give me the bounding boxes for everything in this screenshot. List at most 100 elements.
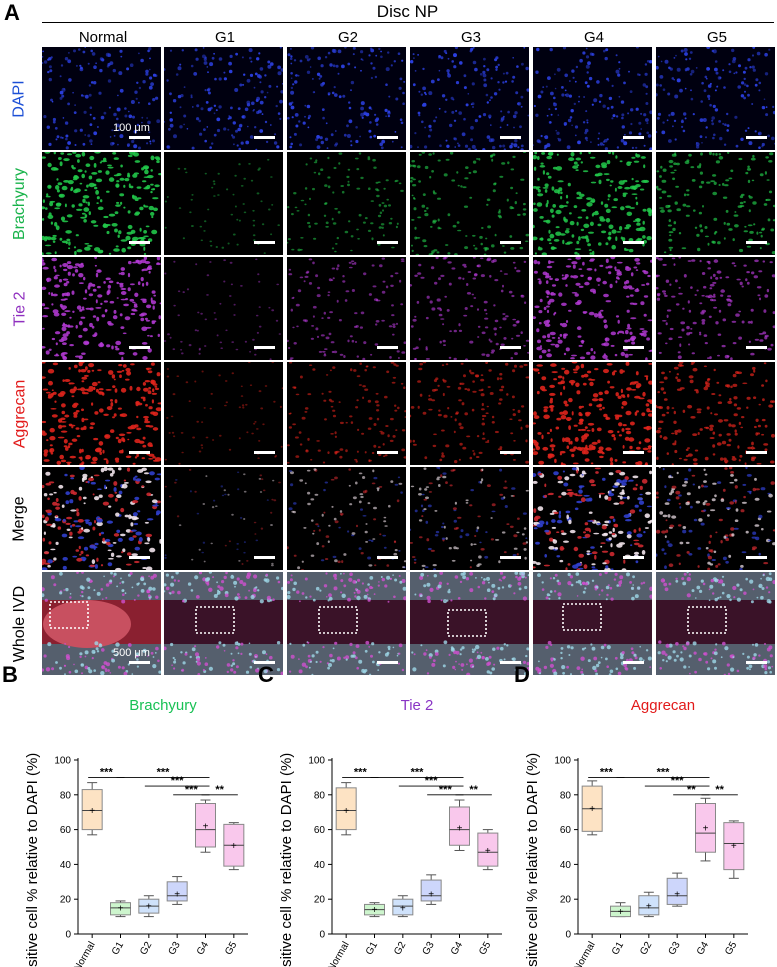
micrograph-dapi-g3 xyxy=(410,47,529,150)
box-body xyxy=(449,806,470,846)
scale-bar xyxy=(377,136,398,139)
box-body xyxy=(666,877,688,905)
mean-marker: + xyxy=(400,903,406,914)
x-tick-label: Normal xyxy=(72,940,98,967)
x-tick-label: G2 xyxy=(638,940,654,957)
micrograph-aggrecan-g1 xyxy=(164,362,283,465)
micrograph-whole-ivd-g3 xyxy=(410,572,529,675)
scale-bar xyxy=(500,556,521,559)
column-label-g5: G5 xyxy=(706,29,727,46)
significance-label: *** xyxy=(354,766,368,778)
mean-marker: + xyxy=(118,903,124,914)
significance-label: *** xyxy=(411,766,425,778)
x-tick-label: G1 xyxy=(364,940,380,957)
mean-marker: + xyxy=(428,889,434,900)
box-normal: + xyxy=(581,780,603,836)
micrograph-whole-ivd-g1 xyxy=(164,572,283,675)
scale-bar xyxy=(129,346,150,349)
scale-bar-label: 100 μm xyxy=(113,122,150,134)
y-tick-label: 40 xyxy=(60,860,72,871)
box-g5: + xyxy=(477,829,499,871)
chart-title: Brachyury xyxy=(129,697,197,714)
micrograph-brachyury-g1 xyxy=(164,152,283,255)
mean-marker: + xyxy=(231,841,237,852)
panel-label-a: A xyxy=(4,0,20,25)
scale-bar xyxy=(623,346,644,349)
significance-bracket: *** xyxy=(588,766,625,778)
x-tick-label: G2 xyxy=(392,940,408,957)
significance-label: *** xyxy=(157,766,171,778)
scale-bar xyxy=(254,661,275,664)
micrograph-tie-2-g2 xyxy=(287,257,406,360)
y-tick-label: 0 xyxy=(319,930,325,941)
box-body xyxy=(110,902,131,916)
significance-label: ** xyxy=(715,784,724,796)
box-g3: + xyxy=(166,876,188,905)
panel-label-d: D xyxy=(514,662,530,687)
y-tick-label: 60 xyxy=(60,825,72,836)
micrograph-dapi-normal: 100 μm xyxy=(42,47,161,150)
mean-marker: + xyxy=(146,902,152,913)
micrograph-tie-2-g5 xyxy=(656,257,775,360)
column-label-normal: Normal xyxy=(78,29,128,46)
box-g1: + xyxy=(110,900,131,918)
micrograph-tie-2-g3 xyxy=(410,257,529,360)
significance-bracket: *** xyxy=(144,775,210,787)
column-label-g3: G3 xyxy=(460,29,481,46)
x-tick-label: Normal xyxy=(572,940,598,967)
micrograph-merge-normal xyxy=(42,467,161,570)
scale-bar xyxy=(129,451,150,454)
scale-bar xyxy=(129,241,150,244)
micrograph-tie-2-g4 xyxy=(533,257,652,360)
scale-bar xyxy=(377,346,398,349)
y-tick-label: 80 xyxy=(60,790,72,801)
micrograph-aggrecan-g3 xyxy=(410,362,529,465)
scale-bar xyxy=(254,556,275,559)
scale-bar xyxy=(746,241,767,244)
panel-label-b: B xyxy=(2,662,18,687)
y-tick-label: 40 xyxy=(314,860,326,871)
significance-bracket: ** xyxy=(701,784,738,796)
micrograph-whole-ivd-g2 xyxy=(287,572,406,675)
significance-label: *** xyxy=(100,766,114,778)
micrograph-dapi-g1 xyxy=(164,47,283,150)
scale-bar xyxy=(623,556,644,559)
y-axis-label: Positive cell % relative to DAPI (%) xyxy=(278,753,295,967)
box-g2: + xyxy=(392,895,414,918)
significance-bracket: *** xyxy=(616,766,710,778)
row-label-dapi: DAPI xyxy=(11,79,28,118)
micrograph-merge-g2 xyxy=(287,467,406,570)
scale-bar xyxy=(746,451,767,454)
mean-marker: + xyxy=(372,905,378,916)
x-tick-label: G4 xyxy=(449,940,465,957)
x-tick-label: Normal xyxy=(326,940,352,967)
scale-bar xyxy=(254,346,275,349)
micrograph-brachyury-g2 xyxy=(287,152,406,255)
significance-label: *** xyxy=(671,775,685,787)
micrograph-aggrecan-g2 xyxy=(287,362,406,465)
significance-bracket: *** xyxy=(644,775,710,787)
scale-bar xyxy=(129,136,150,139)
significance-label: ** xyxy=(687,784,696,796)
y-tick-label: 0 xyxy=(565,930,571,941)
box-g3: + xyxy=(420,874,442,905)
box-body xyxy=(392,898,414,916)
x-tick-label: G3 xyxy=(421,940,437,957)
mean-marker: + xyxy=(457,823,463,834)
row-label-tie-2: Tie 2 xyxy=(10,291,28,326)
figure-title: Disc NP xyxy=(376,2,439,21)
box-g4: + xyxy=(195,799,216,853)
y-tick-label: 100 xyxy=(554,756,571,767)
scale-bar xyxy=(254,136,275,139)
column-label-g1: G1 xyxy=(214,29,235,46)
box-body xyxy=(195,803,216,848)
row-label-aggrecan: Aggrecan xyxy=(11,379,28,448)
box-body xyxy=(638,895,660,916)
micrograph-whole-ivd-normal: 500 μm xyxy=(42,572,161,675)
y-tick-label: 60 xyxy=(314,825,326,836)
micrograph-aggrecan-g4 xyxy=(533,362,652,465)
scale-bar xyxy=(623,241,644,244)
box-body xyxy=(477,832,499,867)
significance-label: *** xyxy=(600,766,614,778)
mean-marker: + xyxy=(618,907,624,918)
